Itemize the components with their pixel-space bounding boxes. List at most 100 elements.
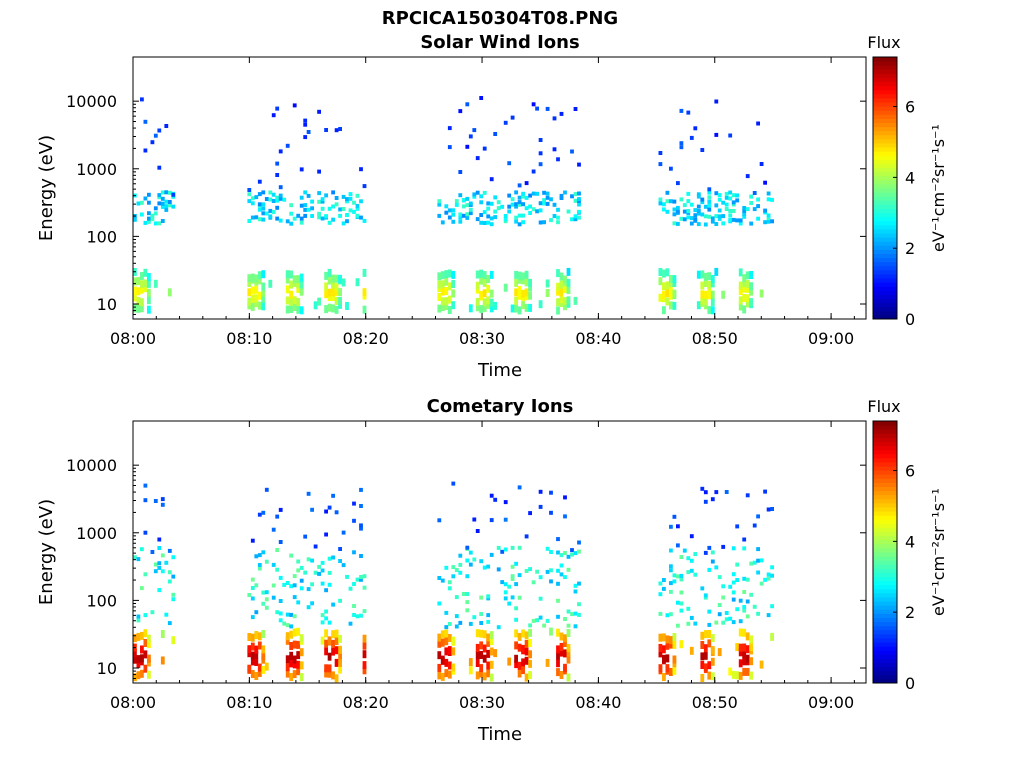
heatmap-cell	[254, 195, 259, 200]
heatmap-cell	[531, 618, 536, 623]
heatmap-cell	[334, 287, 339, 296]
heatmap-cell	[707, 272, 712, 281]
heatmap-cell	[359, 504, 363, 508]
heatmap-cell	[514, 219, 518, 224]
panel-title: Solar Wind Ions	[420, 32, 579, 53]
heatmap-cell	[458, 553, 463, 558]
heatmap-cell	[437, 633, 442, 642]
colorbar-swatch	[873, 633, 897, 639]
heatmap-cell	[289, 659, 294, 668]
heatmap-cell	[299, 565, 304, 570]
colorbar-swatch	[873, 597, 897, 602]
heatmap-cell	[338, 127, 342, 131]
heatmap-cell	[770, 604, 774, 609]
heatmap-cell	[517, 485, 522, 490]
heatmap-cell	[140, 298, 144, 307]
panel-title: Cometary Ions	[427, 396, 574, 417]
heatmap-cell	[689, 615, 694, 620]
heatmap-cell	[299, 578, 304, 583]
heatmap-cell	[517, 595, 522, 600]
heatmap-cell	[444, 210, 449, 215]
heatmap-cell	[447, 670, 452, 679]
heatmap-cell	[355, 193, 360, 198]
heatmap-cell	[766, 576, 771, 581]
colorbar-swatch	[873, 437, 897, 442]
heatmap-cell	[341, 563, 346, 568]
heatmap-cell	[517, 202, 522, 207]
heatmap-cell	[320, 199, 325, 204]
colorbar-swatch	[873, 592, 897, 598]
heatmap-cell	[658, 268, 663, 276]
heatmap-cell	[444, 270, 449, 279]
heatmap-cell	[535, 106, 539, 111]
heatmap-cell	[334, 296, 339, 305]
heatmap-cells	[133, 481, 774, 683]
heatmap-cell	[507, 161, 512, 166]
heatmap-cell	[327, 669, 332, 678]
heatmap-cell	[327, 303, 332, 312]
heatmap-cell	[486, 284, 491, 293]
heatmap-cell	[247, 188, 252, 192]
heatmap-cell	[271, 527, 276, 532]
heatmap-cell	[164, 204, 169, 209]
heatmap-cell	[444, 625, 449, 630]
heatmap-cell	[703, 204, 708, 209]
heatmap-cell	[545, 289, 550, 297]
heatmap-cell	[489, 298, 494, 307]
heatmap-cell	[514, 641, 518, 650]
heatmap-cell	[493, 209, 498, 214]
heatmap-cell	[486, 633, 491, 642]
heatmap-cell	[465, 212, 470, 217]
heatmap-cell	[338, 296, 342, 305]
heatmap-cell	[472, 194, 477, 199]
heatmap-cell	[338, 547, 342, 551]
heatmap-cell	[662, 578, 666, 582]
heatmap-cell	[278, 599, 283, 603]
heatmap-cell	[465, 215, 470, 220]
colorbar-swatch	[873, 294, 897, 300]
heatmap-cell	[143, 629, 148, 638]
heatmap-cell	[693, 213, 698, 218]
heatmap-cell	[700, 296, 705, 305]
heatmap-cell	[745, 614, 750, 619]
heatmap-cell	[289, 298, 294, 306]
heatmap-cell	[700, 586, 705, 591]
heatmap-cell	[271, 210, 276, 214]
heatmap-cell	[341, 221, 346, 226]
heatmap-cell	[334, 283, 339, 292]
heatmap-cell	[524, 270, 529, 279]
y-tick-label: 10	[97, 295, 117, 314]
heatmap-cell	[348, 196, 353, 201]
heatmap-cell	[458, 562, 463, 567]
colorbar-swatch	[873, 617, 897, 623]
heatmap-cell	[296, 660, 301, 669]
heatmap-cell	[507, 657, 512, 666]
heatmap-cell	[556, 668, 560, 677]
heatmap-cell	[268, 214, 273, 219]
heatmap-cell	[299, 280, 304, 289]
heatmap-cell	[510, 595, 515, 600]
heatmap-cell	[345, 574, 349, 579]
colorbar-swatch	[873, 286, 897, 291]
heatmap-cell	[556, 298, 560, 307]
heatmap-cell	[153, 211, 158, 216]
heatmap-cell	[324, 669, 328, 678]
heatmap-cell	[257, 291, 262, 300]
heatmap-cell	[514, 660, 518, 669]
heatmap-cell	[320, 568, 325, 573]
colorbar-swatch	[873, 470, 897, 475]
heatmap-cell	[261, 217, 266, 222]
heatmap-cell	[157, 165, 162, 170]
colorbar-swatch	[873, 441, 897, 447]
heatmap-cell	[742, 590, 747, 594]
heatmap-cell	[517, 213, 522, 218]
heatmap-cell	[742, 657, 747, 666]
heatmap-cell	[482, 289, 487, 298]
heatmap-cell	[479, 651, 484, 659]
heatmap-cell	[324, 639, 328, 648]
heatmap-cell	[689, 558, 694, 563]
heatmap-cell	[334, 510, 339, 515]
heatmap-cell	[140, 304, 144, 313]
heatmap-cell	[556, 220, 560, 225]
heatmap-cell	[749, 282, 754, 291]
